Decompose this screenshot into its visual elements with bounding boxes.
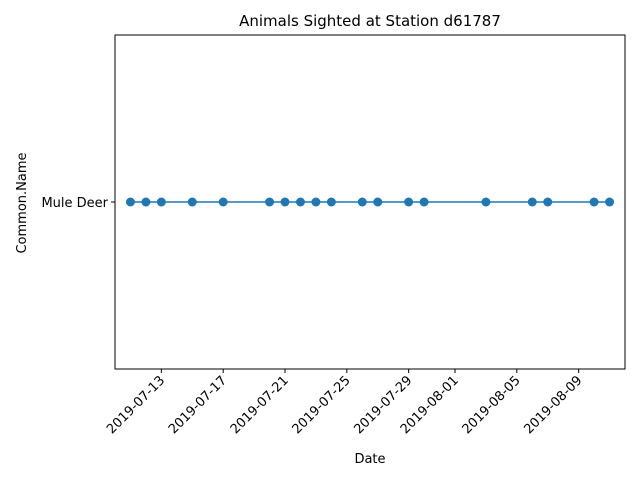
data-point-2019-08-10 bbox=[589, 197, 599, 207]
data-point-2019-08-07 bbox=[543, 197, 553, 207]
chart-title: Animals Sighted at Station d61787 bbox=[239, 12, 501, 30]
x-tick-label: 2019-08-09 bbox=[521, 373, 585, 437]
data-point-2019-07-23 bbox=[311, 197, 321, 207]
x-tick-label: 2019-07-25 bbox=[290, 373, 354, 437]
data-point-2019-07-29 bbox=[404, 197, 414, 207]
series-layer bbox=[125, 197, 615, 207]
x-tick-label: 2019-07-13 bbox=[104, 373, 168, 437]
y-tick-label: Mule Deer bbox=[41, 196, 108, 211]
data-point-2019-07-21 bbox=[280, 197, 290, 207]
data-point-2019-07-15 bbox=[187, 197, 197, 207]
data-point-2019-08-06 bbox=[527, 197, 537, 207]
data-point-2019-07-11 bbox=[125, 197, 135, 207]
x-tick-label: 2019-07-17 bbox=[166, 373, 230, 437]
data-point-2019-07-12 bbox=[141, 197, 151, 207]
data-point-2019-07-20 bbox=[265, 197, 275, 207]
x-tick-label: 2019-08-05 bbox=[460, 373, 524, 437]
data-point-2019-07-26 bbox=[357, 197, 367, 207]
x-axis-ticks: 2019-07-132019-07-172019-07-212019-07-25… bbox=[104, 369, 585, 437]
data-point-2019-07-22 bbox=[295, 197, 305, 207]
data-point-2019-08-03 bbox=[481, 197, 491, 207]
y-axis-label: Common.Name bbox=[15, 152, 30, 253]
y-axis-ticks: Mule Deer bbox=[41, 196, 115, 211]
x-axis-label: Date bbox=[354, 452, 385, 467]
data-point-2019-08-11 bbox=[605, 197, 615, 207]
data-point-2019-07-17 bbox=[218, 197, 228, 207]
data-point-2019-07-30 bbox=[419, 197, 429, 207]
x-tick-label: 2019-07-21 bbox=[228, 373, 292, 437]
data-point-2019-07-24 bbox=[326, 197, 336, 207]
data-point-2019-07-27 bbox=[373, 197, 383, 207]
data-point-2019-07-13 bbox=[156, 197, 166, 207]
